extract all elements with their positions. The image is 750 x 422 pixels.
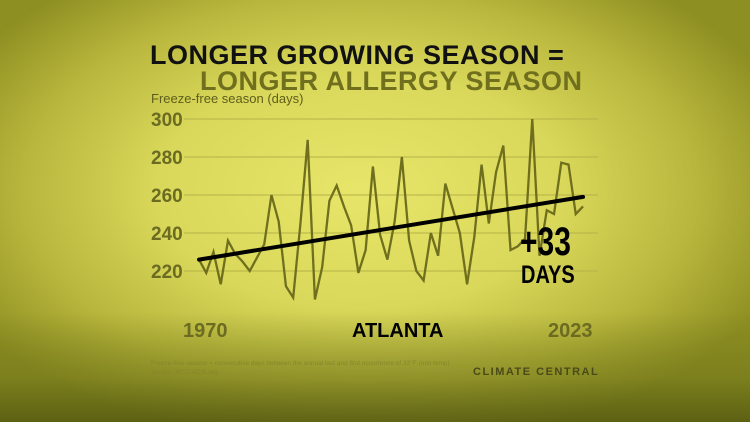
footnote-source: Source: RCC-ACIS.org xyxy=(151,369,218,376)
grass-background xyxy=(0,312,750,422)
annotation-unit: DAYS xyxy=(521,261,575,289)
location-label: ATLANTA xyxy=(352,320,444,342)
climate-central-logo: CLIMATE CENTRAL xyxy=(473,366,600,378)
title-line-2: LONGER ALLERGY SEASON xyxy=(200,66,583,96)
y-axis-label: Freeze-free season (days) xyxy=(151,91,304,106)
y-tick-label: 260 xyxy=(151,186,183,207)
annotation-value: +33 xyxy=(520,220,571,264)
y-tick-label: 240 xyxy=(151,224,183,245)
x-label-end: 2023 xyxy=(548,320,593,342)
data-series-line xyxy=(197,118,584,302)
title-line-1: LONGER GROWING SEASON = xyxy=(150,40,565,70)
trend-line xyxy=(197,194,585,262)
y-tick-label: 300 xyxy=(151,110,183,131)
x-label-start: 1970 xyxy=(183,320,228,342)
footnote-definition: Freeze-free season = consecutive days be… xyxy=(151,360,450,367)
y-tick-label: 220 xyxy=(151,262,183,283)
y-tick-label: 280 xyxy=(151,148,183,169)
